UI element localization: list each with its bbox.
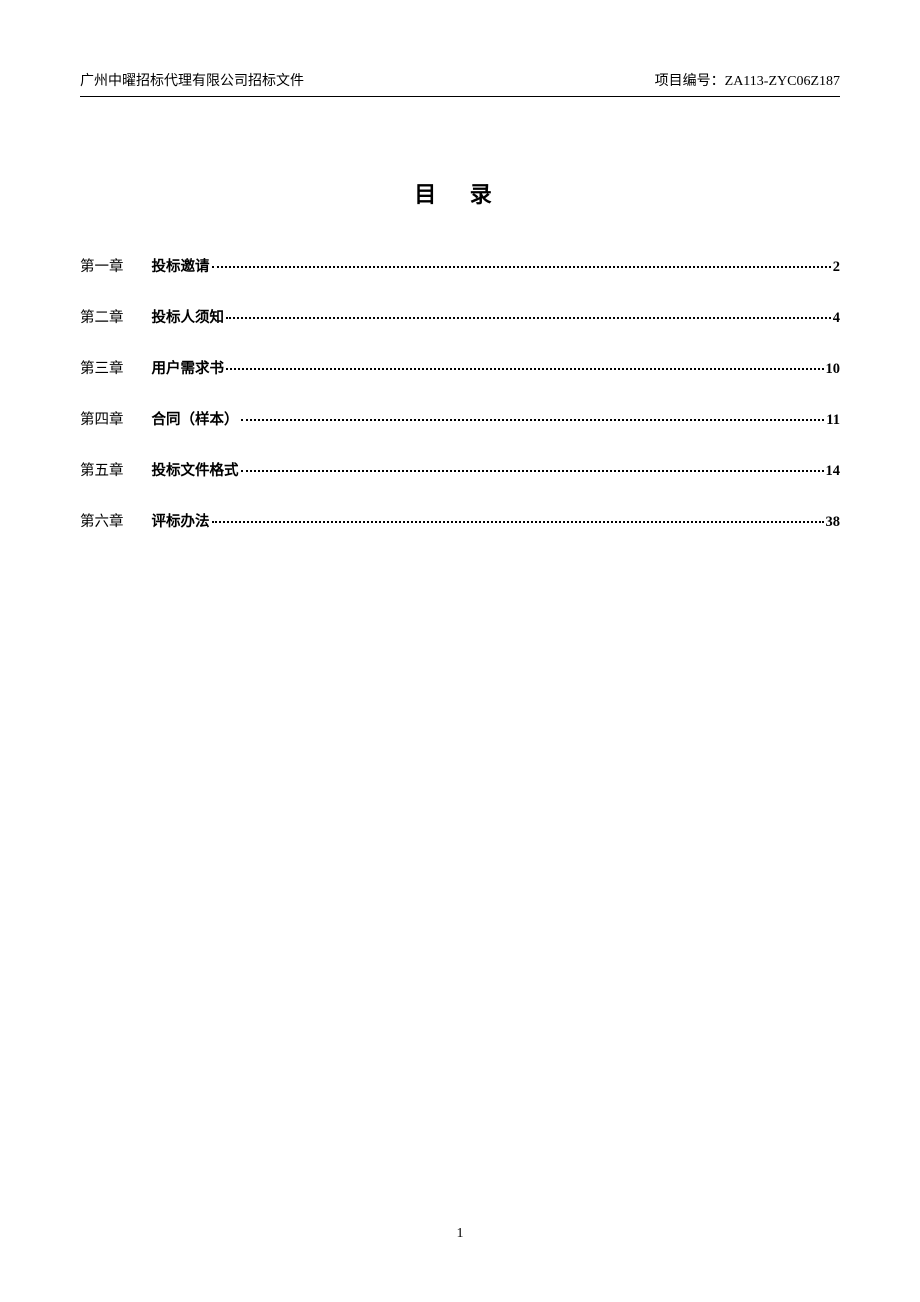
toc-page: 10: [826, 361, 841, 378]
toc-chapter: 第五章: [80, 459, 124, 480]
toc-entry: 第四章 合同（样本） 11: [80, 408, 840, 429]
toc-list: 第一章 投标邀请 2 第二章 投标人须知 4 第三章 用户需求书 10 第四章 …: [80, 255, 840, 531]
toc-chapter: 第二章: [80, 306, 124, 327]
toc-page: 2: [833, 259, 840, 276]
toc-page: 38: [826, 514, 841, 531]
toc-chapter: 第四章: [80, 408, 124, 429]
toc-dots: [212, 521, 824, 523]
toc-name: 投标邀请: [152, 255, 210, 276]
document-page: 广州中曜招标代理有限公司招标文件 项目编号：ZA113-ZYC06Z187 目 …: [0, 0, 920, 531]
project-label: 项目编号：: [655, 74, 725, 89]
page-header: 广州中曜招标代理有限公司招标文件 项目编号：ZA113-ZYC06Z187: [80, 70, 840, 97]
toc-entry: 第一章 投标邀请 2: [80, 255, 840, 276]
header-right-text: 项目编号：ZA113-ZYC06Z187: [655, 70, 840, 90]
header-left-text: 广州中曜招标代理有限公司招标文件: [80, 70, 304, 90]
toc-entry: 第三章 用户需求书 10: [80, 357, 840, 378]
toc-entry: 第六章 评标办法 38: [80, 510, 840, 531]
toc-dots: [241, 470, 824, 472]
page-number: 1: [0, 1226, 920, 1242]
toc-page: 11: [826, 412, 840, 429]
project-number: ZA113-ZYC06Z187: [725, 74, 840, 89]
toc-name: 用户需求书: [152, 357, 225, 378]
toc-name: 投标人须知: [152, 306, 225, 327]
toc-entry: 第五章 投标文件格式 14: [80, 459, 840, 480]
toc-page: 14: [826, 463, 841, 480]
toc-dots: [241, 419, 825, 421]
toc-page: 4: [833, 310, 840, 327]
toc-name: 投标文件格式: [152, 459, 239, 480]
toc-name: 合同（样本）: [152, 408, 239, 429]
toc-chapter: 第六章: [80, 510, 124, 531]
toc-title: 目 录: [80, 177, 840, 209]
toc-entry: 第二章 投标人须知 4: [80, 306, 840, 327]
toc-chapter: 第三章: [80, 357, 124, 378]
toc-chapter: 第一章: [80, 255, 124, 276]
toc-name: 评标办法: [152, 510, 210, 531]
toc-dots: [226, 368, 824, 370]
toc-dots: [212, 266, 831, 268]
toc-dots: [226, 317, 831, 319]
